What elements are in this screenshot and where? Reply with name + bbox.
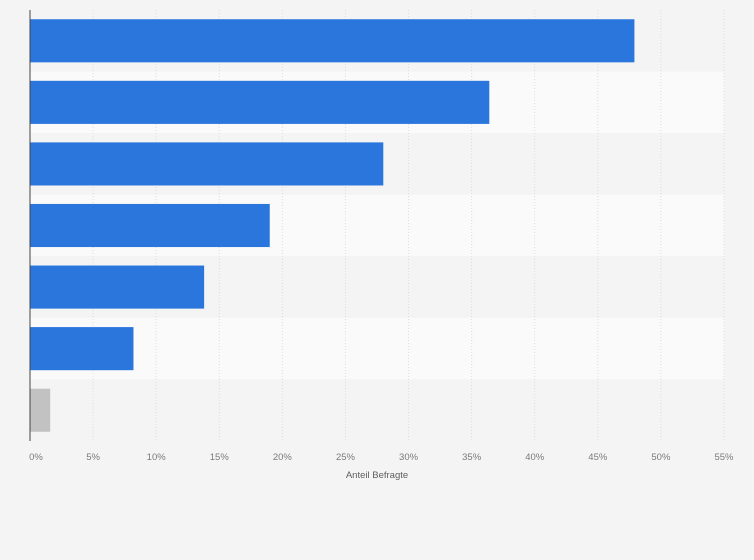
x-tick-label: 30% xyxy=(399,452,419,463)
bars xyxy=(30,19,635,432)
x-tick-label: 0% xyxy=(29,452,43,463)
bar-5[interactable] xyxy=(30,265,205,309)
x-tick-label: 55% xyxy=(714,452,734,463)
x-tick-label: 15% xyxy=(210,452,230,463)
row-band xyxy=(30,379,724,441)
bar-3[interactable] xyxy=(30,142,384,186)
bar-2[interactable] xyxy=(30,80,490,124)
bar-6[interactable] xyxy=(30,327,134,371)
bar-1[interactable] xyxy=(30,19,635,63)
row-band xyxy=(30,317,724,380)
x-tick-label: 20% xyxy=(273,452,293,463)
x-tick-label: 25% xyxy=(336,452,356,463)
bar-4[interactable] xyxy=(30,203,270,248)
bar-7[interactable] xyxy=(30,388,51,432)
x-tick-label: 5% xyxy=(86,452,100,463)
x-tick-label: 45% xyxy=(588,452,608,463)
x-tick-label: 10% xyxy=(147,452,167,463)
x-axis-ticks: 0% 5% 10% 15% 20% 25% 30% 35% 40% 45% 50% 55% xyxy=(29,452,734,463)
x-tick-label: 35% xyxy=(462,452,482,463)
x-tick-label: 50% xyxy=(651,452,671,463)
x-tick-label: 40% xyxy=(525,452,545,463)
x-axis-title: Anteil Befragte xyxy=(346,470,408,481)
